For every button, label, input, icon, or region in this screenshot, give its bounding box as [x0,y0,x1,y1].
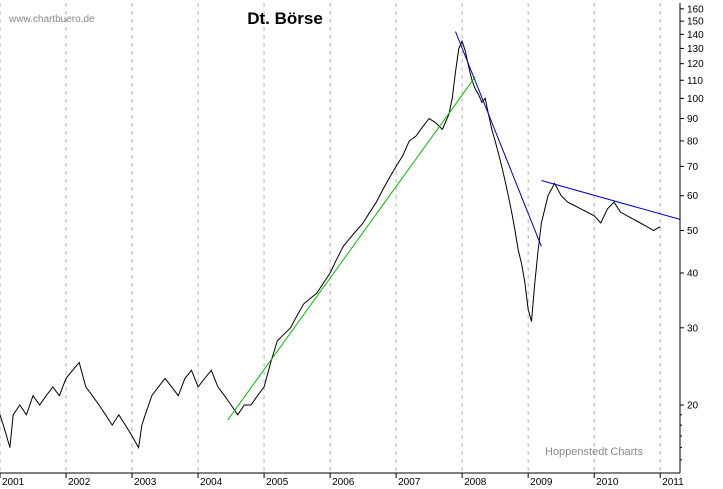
y-tick-label-140: 140 [687,30,704,41]
grid-lines [0,3,661,473]
y-tick-label-20: 20 [687,401,699,412]
x-tick-label-2004: 2004 [200,477,223,488]
y-tick-label-130: 130 [687,44,704,55]
y-tick-label-30: 30 [687,323,699,334]
watermark-text: www.chartbuero.de [8,14,95,25]
y-tick-label-90: 90 [687,114,699,125]
x-tick-label-2011: 2011 [662,477,684,488]
y-tick-label-40: 40 [687,268,699,279]
x-tick-label-2009: 2009 [530,477,553,488]
x-tick-label-2010: 2010 [596,477,619,488]
y-tick-label-100: 100 [687,94,704,105]
series-line-0 [0,39,661,450]
y-tick-label-50: 50 [687,226,699,237]
series-line-3 [541,180,681,220]
y-tick-label-60: 60 [687,191,699,202]
y-tick-label-120: 120 [687,59,704,70]
chart-title: Dt. Börse [247,9,323,28]
series-line-2 [455,31,542,247]
y-tick-label-70: 70 [687,162,699,173]
x-tick-label-2006: 2006 [332,477,355,488]
y-tick-label-150: 150 [687,17,704,28]
axes [0,3,681,474]
series-line-1 [227,76,476,421]
x-tick-label-2001: 2001 [2,477,25,488]
x-tick-label-2005: 2005 [266,477,289,488]
x-tick-label-2002: 2002 [68,477,91,488]
y-tick-label-80: 80 [687,136,699,147]
source-label: Hoppenstedt Charts [545,446,643,458]
series-lines [0,31,681,450]
x-axis-ticks: 2001 2002 2003 2004 2005 2006 2007 2008 2009 2010… [0,473,684,488]
x-tick-label-2007: 2007 [398,477,421,488]
y-tick-label-160: 160 [687,4,704,15]
y-tick-label-110: 110 [687,76,703,87]
x-tick-label-2008: 2008 [464,477,487,488]
x-tick-label-2003: 2003 [134,477,157,488]
y-axis-ticks: 20 30 40 50 60 70 80 90 100 110 120 130 140 150 160 [680,4,704,461]
